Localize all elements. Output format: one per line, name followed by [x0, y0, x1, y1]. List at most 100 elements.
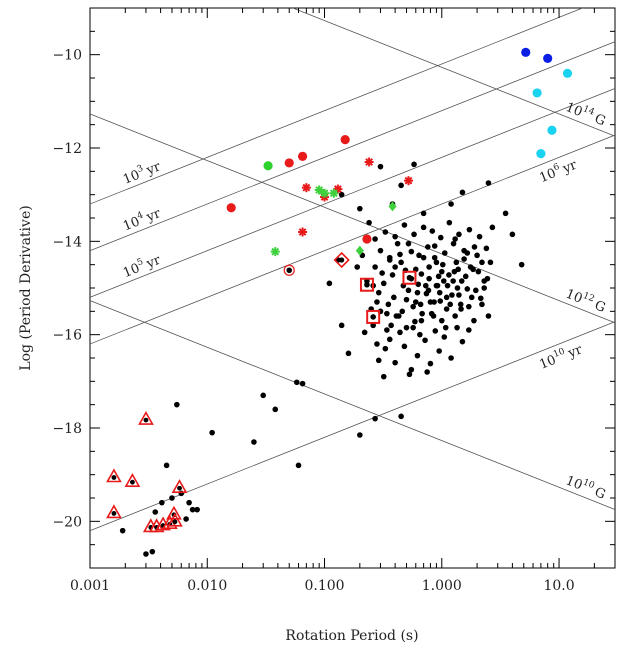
triangle-outline: [106, 468, 122, 483]
pulsar-point: [487, 259, 494, 266]
pulsar-point: [429, 228, 436, 234]
triangle-dot-point: [106, 504, 122, 519]
pulsar-point: [422, 282, 429, 289]
pulsar-point: [417, 301, 424, 308]
green-asterisk-point: [329, 188, 339, 198]
pulsar-point: [408, 248, 415, 255]
pulsar-point: [456, 231, 462, 238]
pulsar-point: [444, 282, 451, 289]
center-dot: [406, 274, 413, 281]
center-dot: [339, 257, 345, 263]
pulsar-point: [375, 357, 382, 364]
pulsar-point: [466, 327, 472, 333]
green-diamond-point: [355, 245, 364, 256]
pulsar-point: [382, 345, 389, 352]
center-dot: [111, 475, 117, 480]
green-asterisk-point: [270, 247, 280, 257]
pulsar-point: [452, 313, 458, 319]
guide-label-base: 10: [121, 214, 142, 234]
triangle-outline: [148, 518, 165, 533]
x-tick-label: 1.000: [422, 578, 462, 594]
pulsar-point: [475, 268, 482, 275]
pulsar-point: [385, 301, 392, 308]
pulsar-point: [152, 509, 159, 515]
pulsar-point: [412, 318, 418, 325]
guide-label-exponent: 4: [136, 210, 145, 222]
pulsar-point: [436, 289, 443, 296]
asterisk-stroke: [329, 189, 338, 198]
pulsar-point: [437, 234, 444, 241]
pulsar-point: [464, 250, 471, 256]
asterisk-stroke: [302, 183, 311, 192]
asterisk-stroke: [320, 189, 329, 198]
pulsar-point: [457, 301, 464, 308]
pulsar-point: [420, 254, 427, 261]
triangle-dot-point: [124, 473, 141, 487]
pulsar-point: [414, 352, 421, 359]
red-asterisk-point: [298, 227, 308, 237]
red-circle-point: [297, 151, 308, 161]
pulsar-point: [485, 313, 492, 319]
pulsar-point: [396, 313, 402, 319]
red-asterisk-point: [364, 157, 374, 167]
pulsar-point: [143, 551, 149, 557]
pulsar-point: [443, 306, 450, 312]
pulsar-point: [459, 338, 466, 345]
pulsar-point: [401, 343, 408, 350]
triangle-outline: [106, 504, 122, 519]
triangle-outline: [166, 505, 182, 520]
green-circle-point: [263, 161, 273, 171]
asterisk-stroke: [315, 186, 324, 194]
pulsar-point: [338, 191, 345, 198]
pulsar-point: [479, 259, 485, 266]
pulsar-point: [194, 506, 200, 513]
pulsar-point: [412, 299, 419, 305]
pulsar-point: [388, 322, 394, 329]
center-dot: [364, 281, 370, 288]
pulsar-point: [299, 380, 306, 387]
pulsar-point: [502, 210, 509, 217]
pulsar-point: [418, 317, 425, 324]
diamond-outline: [333, 251, 350, 269]
pulsar-point: [410, 324, 416, 331]
center-dot: [172, 519, 178, 525]
pulsar-point: [345, 350, 352, 357]
pulsar-point: [481, 285, 488, 291]
guide-line: [90, 87, 615, 298]
pulsar-point: [389, 272, 396, 278]
red-circle-point: [362, 234, 372, 244]
pulsar-point: [398, 413, 404, 420]
asterisk-stroke: [404, 176, 413, 185]
pulsar-point: [470, 266, 476, 273]
pulsar-point: [397, 251, 403, 258]
pulsar-point: [446, 272, 452, 278]
pulsar-point: [272, 406, 279, 413]
guide-label-exponent: 10: [552, 346, 567, 360]
guide-label-unit: yr: [144, 252, 164, 272]
pulsar-point: [468, 294, 475, 301]
pulsar-point: [509, 231, 516, 238]
boxed-dot-point: [359, 277, 374, 292]
center-dot: [130, 479, 135, 485]
pulsar-point: [454, 285, 461, 291]
blue-circle-point: [521, 47, 531, 57]
guide-line: [90, 300, 615, 510]
pulsar-point: [438, 317, 445, 324]
pulsar-point: [442, 324, 449, 331]
pulsar-point: [399, 308, 406, 315]
pulsar-point: [426, 264, 432, 270]
pulsar-point: [483, 245, 490, 252]
guide-label-exponent: 12: [581, 291, 595, 305]
guide-line-label: 1010yr: [537, 340, 585, 373]
pulsar-point: [372, 264, 378, 270]
guide-label-unit: G: [592, 298, 607, 316]
x-axis-title: Rotation Period (s): [285, 628, 418, 644]
cyan-circle-point: [536, 149, 546, 159]
pulsar-point: [477, 295, 484, 302]
red-asterisk-point: [403, 176, 413, 186]
guide-label-exponent: 6: [552, 162, 561, 174]
pulsar-point: [419, 310, 425, 317]
pulsar-point: [326, 280, 333, 287]
pulsar-point: [384, 327, 390, 333]
